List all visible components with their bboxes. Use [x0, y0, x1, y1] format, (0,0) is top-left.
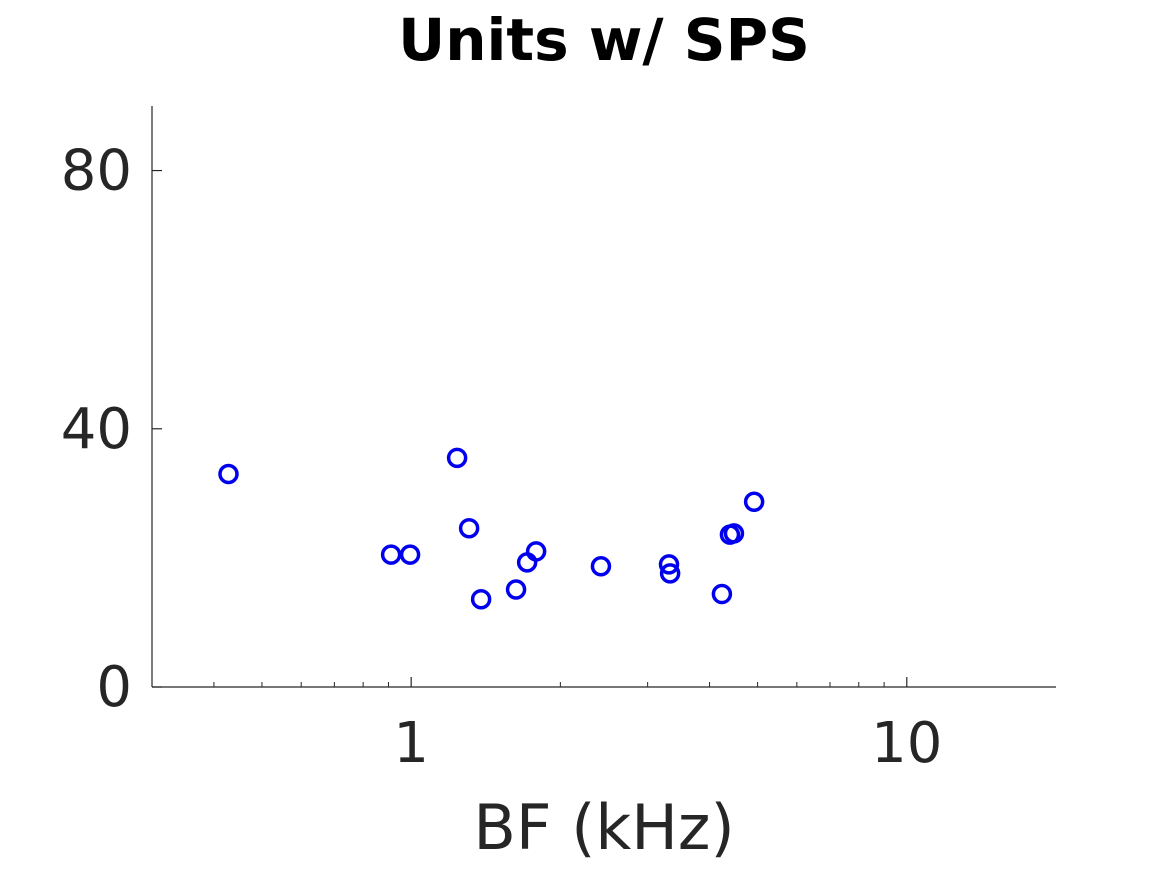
point — [446, 447, 468, 469]
point — [525, 541, 547, 562]
point — [723, 523, 745, 544]
point — [658, 554, 680, 575]
chart-title: Units w/ SPS — [398, 6, 810, 74]
point — [743, 491, 765, 512]
x-axis-label: BF (kHz) — [473, 791, 734, 864]
point — [380, 544, 402, 565]
y-tick-label: 0 — [96, 655, 132, 720]
point — [590, 556, 612, 577]
y-tick-label: 40 — [61, 397, 132, 462]
point — [505, 579, 527, 600]
point — [711, 583, 733, 605]
point — [458, 517, 480, 539]
x-tick-label: 10 — [871, 711, 942, 776]
point — [399, 544, 421, 565]
x-tick-label: 1 — [393, 711, 429, 776]
point — [659, 563, 681, 584]
point — [516, 552, 538, 573]
point — [470, 588, 492, 610]
y-tick-label: 80 — [61, 139, 132, 204]
point — [218, 463, 239, 485]
